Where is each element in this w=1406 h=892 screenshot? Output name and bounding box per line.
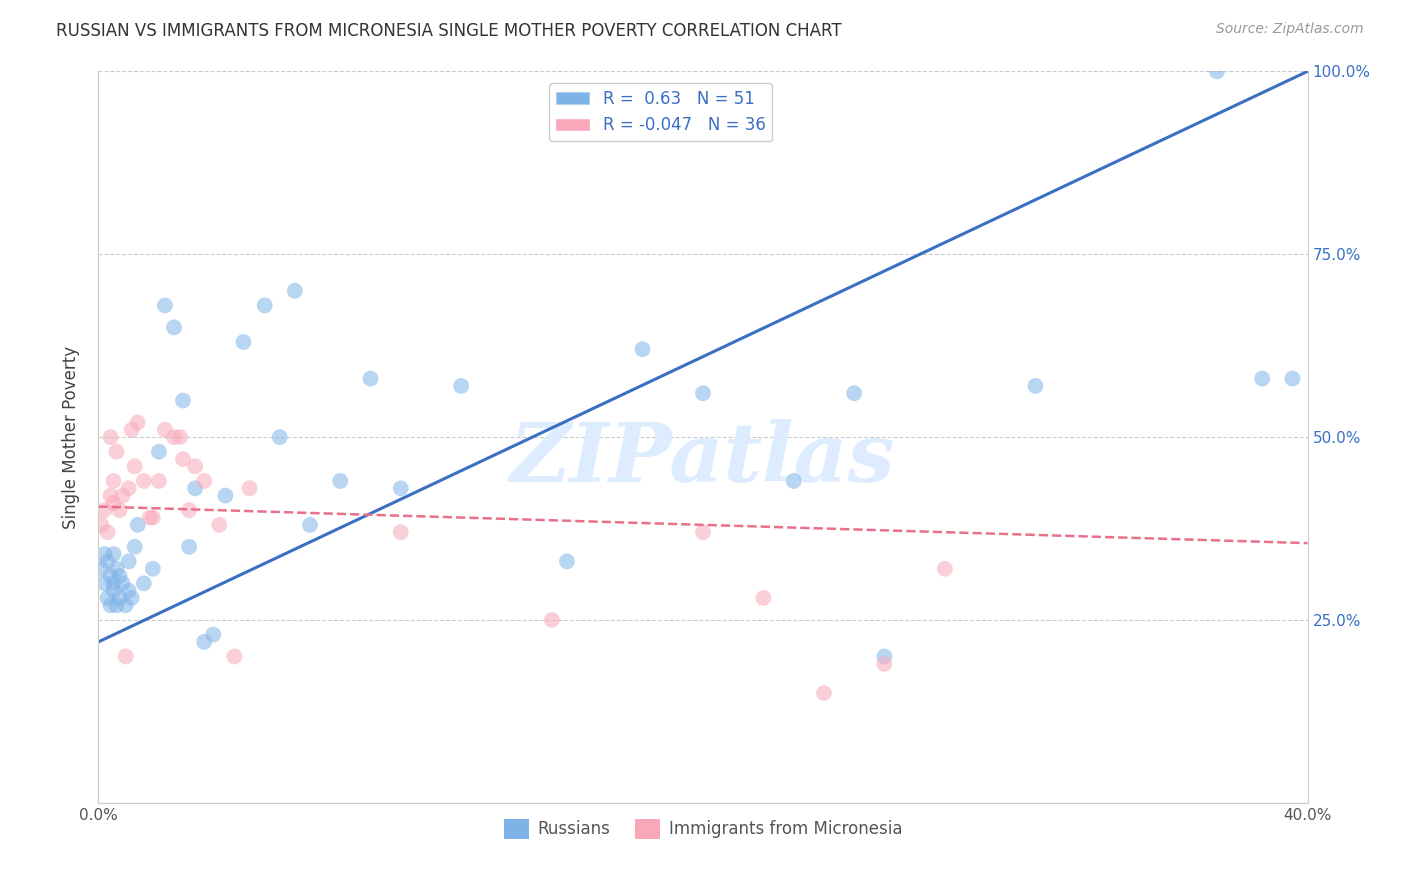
Point xyxy=(124,540,146,554)
Point xyxy=(121,423,143,437)
Point xyxy=(108,569,131,583)
Point xyxy=(184,459,207,474)
Text: ZIPatlas: ZIPatlas xyxy=(510,419,896,499)
Point xyxy=(93,503,115,517)
Point xyxy=(232,334,254,349)
Point xyxy=(540,613,562,627)
Point xyxy=(844,386,866,401)
Point xyxy=(555,554,578,568)
Point xyxy=(103,576,125,591)
Legend: Russians, Immigrants from Micronesia: Russians, Immigrants from Micronesia xyxy=(498,812,908,846)
Point xyxy=(121,591,143,605)
Point xyxy=(127,517,149,532)
Point xyxy=(139,510,162,524)
Point xyxy=(208,517,231,532)
Point xyxy=(118,481,141,495)
Point xyxy=(100,569,122,583)
Point xyxy=(96,525,118,540)
Point xyxy=(1281,371,1303,385)
Point xyxy=(93,547,115,561)
Point xyxy=(163,430,186,444)
Point xyxy=(114,599,136,613)
Point xyxy=(239,481,262,495)
Point xyxy=(752,591,775,605)
Point xyxy=(103,583,125,598)
Point xyxy=(179,540,201,554)
Point xyxy=(284,284,307,298)
Point xyxy=(103,474,125,488)
Point xyxy=(329,474,352,488)
Point xyxy=(163,320,186,334)
Point xyxy=(105,562,128,576)
Point xyxy=(100,599,122,613)
Point xyxy=(103,496,125,510)
Point xyxy=(124,459,146,474)
Point xyxy=(93,576,115,591)
Point xyxy=(692,386,714,401)
Point xyxy=(153,298,176,312)
Point xyxy=(389,481,412,495)
Point xyxy=(253,298,276,312)
Point xyxy=(299,517,322,532)
Point xyxy=(148,444,170,458)
Point xyxy=(214,489,236,503)
Point xyxy=(90,562,112,576)
Point xyxy=(873,649,896,664)
Point xyxy=(202,627,225,641)
Point xyxy=(153,423,176,437)
Point xyxy=(132,576,155,591)
Point xyxy=(111,576,134,591)
Point xyxy=(132,474,155,488)
Point xyxy=(105,599,128,613)
Point xyxy=(108,503,131,517)
Point xyxy=(127,416,149,430)
Point xyxy=(142,562,165,576)
Point xyxy=(1024,379,1046,393)
Point xyxy=(118,554,141,568)
Point xyxy=(184,481,207,495)
Point xyxy=(269,430,291,444)
Point xyxy=(813,686,835,700)
Point xyxy=(103,547,125,561)
Point xyxy=(631,343,654,357)
Point xyxy=(692,525,714,540)
Point xyxy=(193,474,215,488)
Point xyxy=(783,474,806,488)
Point xyxy=(172,452,194,467)
Point xyxy=(100,489,122,503)
Y-axis label: Single Mother Poverty: Single Mother Poverty xyxy=(62,345,80,529)
Text: Source: ZipAtlas.com: Source: ZipAtlas.com xyxy=(1216,22,1364,37)
Point xyxy=(450,379,472,393)
Point xyxy=(169,430,191,444)
Point xyxy=(118,583,141,598)
Point xyxy=(96,554,118,568)
Point xyxy=(873,657,896,671)
Point xyxy=(148,474,170,488)
Point xyxy=(114,649,136,664)
Point xyxy=(172,393,194,408)
Point xyxy=(360,371,382,385)
Point xyxy=(96,591,118,605)
Point xyxy=(389,525,412,540)
Point xyxy=(934,562,956,576)
Point xyxy=(100,430,122,444)
Point xyxy=(1251,371,1274,385)
Point xyxy=(108,591,131,605)
Point xyxy=(179,503,201,517)
Point xyxy=(90,517,112,532)
Point xyxy=(142,510,165,524)
Point xyxy=(111,489,134,503)
Point xyxy=(193,635,215,649)
Point xyxy=(224,649,246,664)
Point xyxy=(105,444,128,458)
Text: RUSSIAN VS IMMIGRANTS FROM MICRONESIA SINGLE MOTHER POVERTY CORRELATION CHART: RUSSIAN VS IMMIGRANTS FROM MICRONESIA SI… xyxy=(56,22,842,40)
Point xyxy=(1206,64,1229,78)
